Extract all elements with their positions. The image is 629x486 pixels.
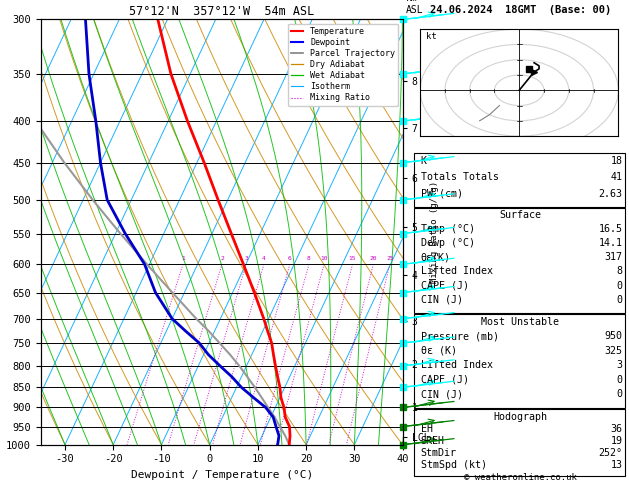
Text: 15: 15	[348, 256, 356, 261]
Text: Lifted Index: Lifted Index	[421, 360, 493, 370]
Text: StmDir: StmDir	[421, 448, 457, 458]
Text: CAPE (J): CAPE (J)	[421, 280, 469, 291]
Text: θε(K): θε(K)	[421, 252, 450, 262]
Bar	[414, 153, 625, 207]
Text: Most Unstable: Most Unstable	[481, 317, 560, 327]
Text: 25: 25	[386, 256, 394, 261]
Text: kt: kt	[426, 33, 437, 41]
Text: θε (K): θε (K)	[421, 346, 457, 356]
Text: Pressure (mb): Pressure (mb)	[421, 331, 499, 341]
Text: © weatheronline.co.uk: © weatheronline.co.uk	[464, 473, 577, 482]
Text: Lifted Index: Lifted Index	[421, 266, 493, 277]
Text: CIN (J): CIN (J)	[421, 389, 463, 399]
Text: K: K	[421, 156, 426, 166]
Text: 0: 0	[616, 295, 623, 305]
Text: 1: 1	[181, 256, 185, 261]
Text: EH: EH	[421, 424, 433, 434]
Text: Temp (°C): Temp (°C)	[421, 224, 475, 234]
Text: Surface: Surface	[499, 210, 542, 220]
Text: Totals Totals: Totals Totals	[421, 172, 499, 182]
Text: Dewp (°C): Dewp (°C)	[421, 238, 475, 248]
Text: 317: 317	[604, 252, 623, 262]
Text: CAPE (J): CAPE (J)	[421, 375, 469, 384]
Text: Hodograph: Hodograph	[494, 412, 547, 422]
Text: 0: 0	[616, 375, 623, 384]
Text: StmSpd (kt): StmSpd (kt)	[421, 460, 487, 470]
X-axis label: Dewpoint / Temperature (°C): Dewpoint / Temperature (°C)	[131, 470, 313, 480]
Text: 24.06.2024  18GMT  (Base: 00): 24.06.2024 18GMT (Base: 00)	[430, 5, 611, 15]
Text: 16.5: 16.5	[598, 224, 623, 234]
Text: 14.1: 14.1	[598, 238, 623, 248]
Text: PW (cm): PW (cm)	[421, 189, 463, 199]
Text: 325: 325	[604, 346, 623, 356]
Text: 3: 3	[244, 256, 248, 261]
Bar	[414, 409, 625, 476]
Legend: Temperature, Dewpoint, Parcel Trajectory, Dry Adiabat, Wet Adiabat, Isotherm, Mi: Temperature, Dewpoint, Parcel Trajectory…	[287, 24, 398, 106]
Text: SREH: SREH	[421, 436, 445, 446]
Text: 0: 0	[616, 389, 623, 399]
Text: CIN (J): CIN (J)	[421, 295, 463, 305]
Text: 252°: 252°	[598, 448, 623, 458]
Text: 2.63: 2.63	[598, 189, 623, 199]
Text: 20: 20	[370, 256, 377, 261]
Text: 3: 3	[616, 360, 623, 370]
Bar	[414, 314, 625, 408]
Bar	[414, 208, 625, 313]
Text: 19: 19	[611, 436, 623, 446]
Text: 13: 13	[611, 460, 623, 470]
Text: 950: 950	[604, 331, 623, 341]
Text: 8: 8	[307, 256, 311, 261]
Title: 57°12'N  357°12'W  54m ASL: 57°12'N 357°12'W 54m ASL	[129, 5, 314, 18]
Text: 18: 18	[611, 156, 623, 166]
Text: 41: 41	[611, 172, 623, 182]
Text: 10: 10	[320, 256, 328, 261]
Text: Mixing Ratio (g/kg): Mixing Ratio (g/kg)	[430, 181, 438, 283]
Text: km
ASL: km ASL	[406, 0, 423, 15]
Text: 0: 0	[616, 280, 623, 291]
Text: 36: 36	[611, 424, 623, 434]
Text: 8: 8	[616, 266, 623, 277]
Text: 4: 4	[262, 256, 265, 261]
Text: 2: 2	[220, 256, 224, 261]
Text: 6: 6	[288, 256, 292, 261]
